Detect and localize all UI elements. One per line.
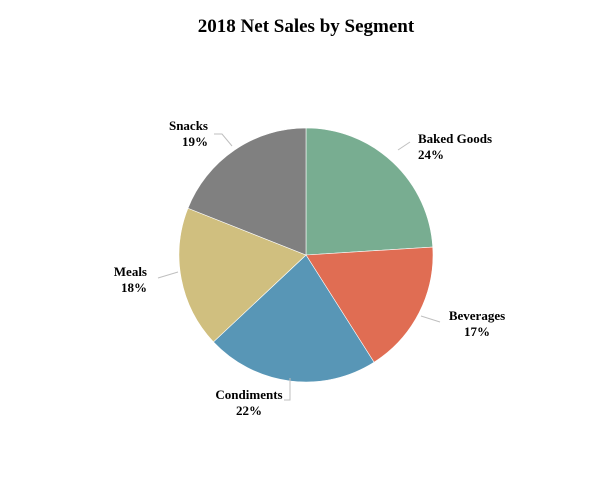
pie-slice-meals [178,207,307,343]
slice-label: Baked Goods [418,131,492,146]
slice-label: Condiments [215,387,282,402]
leader-line [397,141,411,151]
pie-slice-baked-goods [305,127,434,256]
slice-value-label: 17% [464,324,490,339]
pie-slice-beverages [305,246,434,363]
leader-lines [157,133,441,401]
leader-line [157,271,179,279]
slice-value-label: 19% [182,134,208,149]
leader-line [284,378,291,401]
leader-line [420,315,441,323]
leader-line [214,133,233,147]
slice-value-label: 18% [121,280,147,295]
pie-slices [178,127,434,383]
slice-label: Snacks [169,118,208,133]
slice-value-label: 24% [418,147,444,162]
pie-slice-snacks [187,127,307,256]
slice-label: Meals [114,264,147,279]
slice-label: Beverages [449,308,505,323]
chart-title: 2018 Net Sales by Segment [198,16,415,37]
slice-value-label: 22% [236,403,262,418]
